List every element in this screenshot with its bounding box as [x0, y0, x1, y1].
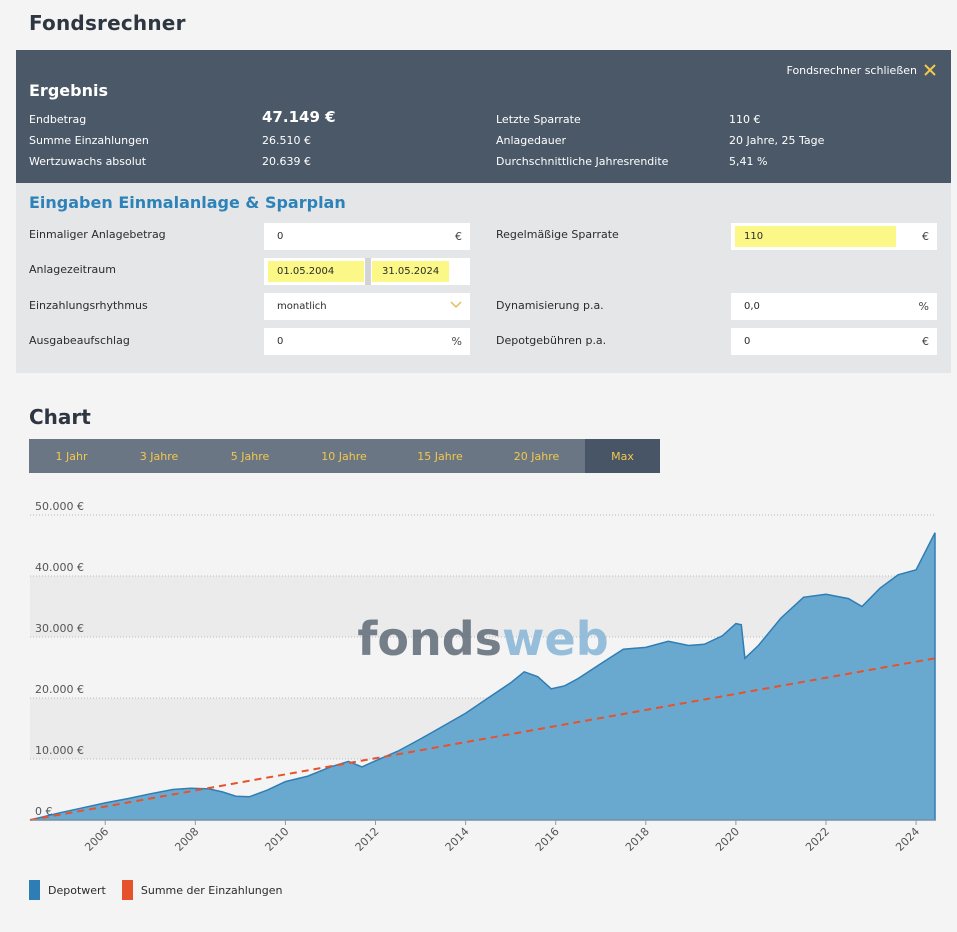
- x-tick-label: 2022: [803, 825, 832, 854]
- range-tabs: 1 Jahr 3 Jahre 5 Jahre 10 Jahre 15 Jahre…: [29, 439, 660, 473]
- result-value-anlagedauer: 20 Jahre, 25 Tage: [729, 134, 825, 147]
- x-tick-label: 2006: [82, 825, 111, 854]
- dynamic-label: Dynamisierung p.a.: [496, 299, 604, 312]
- watermark-part-a: fonds: [357, 612, 502, 666]
- euro-unit: €: [922, 335, 929, 348]
- legend-swatch: [121, 880, 133, 900]
- einzahlungen-line: [29, 657, 936, 821]
- period-divider: [365, 258, 371, 285]
- result-heading: Ergebnis: [29, 81, 108, 100]
- fee-label: Ausgabeaufschlag: [29, 334, 130, 347]
- tab-max[interactable]: Max: [585, 439, 660, 473]
- one-time-value: 0: [277, 231, 284, 242]
- euro-unit: €: [455, 230, 462, 243]
- legend-label: Depotwert: [48, 883, 106, 897]
- result-label-summe: Summe Einzahlungen: [29, 134, 149, 147]
- rate-label: Regelmäßige Sparrate: [496, 228, 619, 241]
- fondsweb-watermark: fondsweb: [357, 612, 608, 666]
- result-panel: Fondsrechner schließen Ergebnis Endbetra…: [16, 50, 951, 183]
- legend-swatch: [29, 880, 40, 900]
- y-tick-label: 20.000 €: [35, 683, 84, 696]
- tab-20-jahre[interactable]: 20 Jahre: [513, 450, 560, 463]
- chart-legend: Depotwert Summe der Einzahlungen: [29, 880, 298, 900]
- y-tick-label: 10.000 €: [35, 744, 84, 757]
- depot-fee-field[interactable]: 0 €: [731, 328, 937, 355]
- fee-field[interactable]: 0 %: [264, 328, 470, 355]
- dynamic-field[interactable]: 0,0 %: [731, 293, 937, 320]
- x-tick-label: 2014: [443, 825, 472, 854]
- rate-field[interactable]: 110 €: [731, 223, 937, 250]
- depot-fee-label: Depotgebühren p.a.: [496, 334, 607, 347]
- percent-unit: %: [918, 300, 929, 313]
- one-time-amount-field[interactable]: 0 €: [264, 223, 470, 250]
- period-start-input[interactable]: 01.05.2004: [277, 266, 335, 277]
- one-time-label: Einmaliger Anlagebetrag: [29, 228, 166, 241]
- period-label: Anlagezeitraum: [29, 263, 116, 276]
- result-label-sparrate: Letzte Sparrate: [496, 113, 581, 126]
- y-tick-label: 30.000 €: [35, 622, 84, 635]
- y-tick-label: 50.000 €: [35, 500, 84, 513]
- page-title: Fondsrechner: [29, 11, 186, 35]
- x-tick-label: 2020: [713, 825, 742, 854]
- result-value-rendite: 5,41 %: [729, 155, 768, 168]
- result-label-anlagedauer: Anlagedauer: [496, 134, 567, 147]
- tab-3-jahre[interactable]: 3 Jahre: [139, 450, 179, 463]
- rhythm-value: monatlich: [277, 301, 327, 312]
- legend-item-einzahlungen[interactable]: Summe der Einzahlungen: [121, 880, 283, 900]
- result-value-sparrate: 110 €: [729, 113, 761, 126]
- x-tick-label: 2024: [893, 825, 922, 854]
- result-value-summe: 26.510 €: [262, 134, 311, 147]
- close-icon[interactable]: [923, 63, 937, 77]
- inputs-heading: Eingaben Einmalanlage & Sparplan: [29, 193, 346, 212]
- percent-unit: %: [451, 335, 462, 348]
- period-field: 01.05.2004 31.05.2024: [264, 258, 470, 285]
- tab-15-jahre[interactable]: 15 Jahre: [417, 450, 463, 463]
- chevron-down-icon: [450, 301, 462, 308]
- depot-fee-value: 0: [744, 336, 751, 347]
- x-tick-label: 2016: [533, 825, 562, 854]
- dynamic-value: 0,0: [744, 301, 760, 312]
- depotwert-area: [29, 532, 936, 821]
- result-label-rendite: Durchschnittliche Jahresrendite: [496, 155, 669, 168]
- period-end-input[interactable]: 31.05.2024: [382, 266, 440, 277]
- y-tick-label: 40.000 €: [35, 561, 84, 574]
- inputs-panel: Eingaben Einmalanlage & Sparplan Einmali…: [16, 183, 951, 373]
- rhythm-select[interactable]: monatlich: [264, 293, 470, 320]
- x-tick-label: 2012: [353, 825, 382, 854]
- x-tick-label: 2008: [172, 825, 201, 854]
- result-value-endbetrag: 47.149 €: [262, 108, 336, 126]
- fee-value: 0: [277, 336, 284, 347]
- euro-unit: €: [922, 230, 929, 243]
- result-label-endbetrag: Endbetrag: [29, 113, 87, 126]
- rhythm-label: Einzahlungsrhythmus: [29, 299, 148, 312]
- y-tick-label: 0 €: [35, 805, 53, 818]
- close-calculator-button[interactable]: Fondsrechner schließen: [787, 63, 937, 77]
- result-label-wertzuwachs: Wertzuwachs absolut: [29, 155, 147, 168]
- rate-value: 110: [744, 231, 764, 242]
- close-label: Fondsrechner schließen: [786, 63, 917, 77]
- tab-1-jahr[interactable]: 1 Jahr: [55, 450, 88, 463]
- watermark-part-b: web: [502, 612, 609, 666]
- tab-10-jahre[interactable]: 10 Jahre: [321, 450, 367, 463]
- depot-chart: 0 € 10.000 € 20.000 € 30.000 € 40.000 € 50.00…: [29, 500, 936, 854]
- legend-item-depotwert[interactable]: Depotwert: [29, 880, 106, 900]
- result-value-wertzuwachs: 20.639 €: [262, 155, 311, 168]
- tab-5-jahre[interactable]: 5 Jahre: [230, 450, 270, 463]
- x-tick-label: 2010: [263, 825, 292, 854]
- x-tick-label: 2018: [623, 825, 652, 854]
- legend-label: Summe der Einzahlungen: [140, 883, 283, 897]
- chart-title: Chart: [29, 405, 91, 429]
